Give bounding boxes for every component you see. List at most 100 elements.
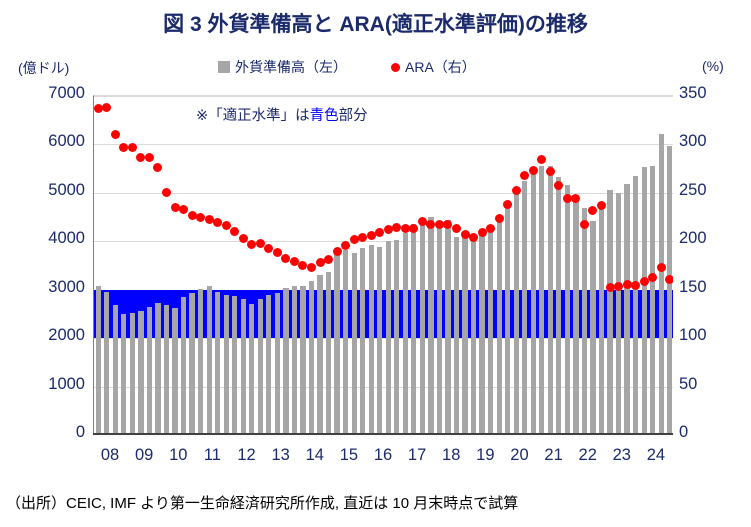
data-point <box>94 104 103 114</box>
x-axis-tick-label: 22 <box>578 446 597 464</box>
bar <box>470 235 477 434</box>
bar <box>334 251 340 434</box>
x-axis-tick-label: 15 <box>339 446 359 464</box>
right-axis-tick-label: 350 <box>679 84 707 102</box>
data-point <box>579 220 589 230</box>
bar <box>249 304 255 434</box>
data-point <box>528 166 538 176</box>
bar <box>283 288 289 434</box>
bar <box>539 165 545 434</box>
x-axis-tick-label: 20 <box>510 446 529 464</box>
x-axis-tick-label: 08 <box>100 446 120 464</box>
gridline <box>94 192 673 194</box>
data-point <box>665 274 673 284</box>
x-axis-labels: 08 09 10 11 12 13 14 15 16 17 18 19 20 21 22 23 24 <box>93 446 673 472</box>
dot-swatch-icon <box>391 62 400 72</box>
data-point <box>307 262 316 272</box>
bar <box>138 311 144 434</box>
bar <box>215 292 221 434</box>
bar <box>95 285 101 434</box>
data-point <box>272 248 282 258</box>
source-note: （出所）CEIC, IMF より第一生命経済研究所作成, 直近は 10 月末時点… <box>6 495 519 512</box>
data-point <box>622 280 632 290</box>
bar <box>129 313 136 434</box>
bar <box>607 189 613 434</box>
bar <box>112 305 118 434</box>
bar <box>650 166 656 434</box>
data-point <box>179 204 189 214</box>
left-axis-tick-label: 3000 <box>48 277 85 296</box>
data-point <box>264 243 274 253</box>
data-point <box>426 220 436 230</box>
data-point <box>452 224 461 234</box>
bar <box>206 285 212 434</box>
left-axis-tick-label: 4000 <box>48 229 85 248</box>
data-point <box>400 224 410 234</box>
data-point <box>494 213 504 223</box>
bar <box>104 291 110 434</box>
data-point <box>392 223 402 233</box>
left-axis-tick-label: 2000 <box>48 326 85 345</box>
data-point <box>562 194 572 204</box>
bar <box>240 298 246 434</box>
x-axis-tick-label: 09 <box>134 446 154 464</box>
bar <box>377 246 383 434</box>
data-point <box>298 261 308 270</box>
data-point <box>213 218 223 228</box>
left-axis-tick-label: 5000 <box>48 180 85 199</box>
data-point <box>281 254 291 264</box>
x-axis-tick-label: 24 <box>646 446 666 464</box>
bar <box>522 180 528 434</box>
gridline <box>94 338 673 340</box>
plot-area <box>93 95 673 434</box>
data-point <box>324 255 334 265</box>
left-axis-tick-label: 7000 <box>48 84 85 102</box>
legend-item-ara: ARA（右） <box>391 57 476 77</box>
legend-item-reserves: 外貨準備高（左） <box>218 57 347 77</box>
bar <box>274 292 281 434</box>
data-point <box>332 247 342 257</box>
annotation-prefix: ※「適正水準」は <box>196 108 310 124</box>
bar <box>172 307 178 434</box>
bar <box>530 167 536 434</box>
data-point <box>153 163 163 173</box>
data-point <box>383 225 393 235</box>
data-point <box>503 199 513 209</box>
data-point <box>170 202 180 212</box>
data-point <box>511 186 521 196</box>
data-point <box>366 230 376 240</box>
right-axis-tick-label: 300 <box>679 132 707 151</box>
x-axis-tick-label: 10 <box>169 446 188 464</box>
right-axis-tick-label: 150 <box>679 277 707 296</box>
data-point <box>127 142 137 152</box>
data-point <box>460 230 470 239</box>
bar <box>189 293 195 434</box>
data-point <box>443 220 453 230</box>
bar <box>513 188 519 434</box>
x-axis-tick-label: 18 <box>442 446 461 464</box>
bar <box>385 240 391 434</box>
bar <box>146 307 153 434</box>
adequacy-annotation: ※「適正水準」は青色部分 <box>196 104 368 125</box>
bar <box>547 165 553 434</box>
data-point <box>247 239 257 249</box>
data-point <box>631 281 641 291</box>
bar <box>428 217 434 434</box>
left-axis-tick-label: 0 <box>75 423 85 441</box>
bar <box>394 240 400 434</box>
data-point <box>434 220 444 230</box>
legend-label-reserves: 外貨準備高（左） <box>235 59 347 75</box>
annotation-highlight: 青色 <box>309 108 339 124</box>
data-point <box>588 205 598 215</box>
gridline <box>94 386 673 388</box>
bar <box>658 133 664 434</box>
bar <box>308 281 315 434</box>
data-point <box>614 282 624 292</box>
bar <box>411 224 417 434</box>
data-point <box>119 142 129 152</box>
x-axis-tick-label: 19 <box>476 446 495 464</box>
bar <box>462 232 468 434</box>
bar <box>590 221 596 434</box>
bar <box>624 184 630 434</box>
bar <box>402 233 408 434</box>
